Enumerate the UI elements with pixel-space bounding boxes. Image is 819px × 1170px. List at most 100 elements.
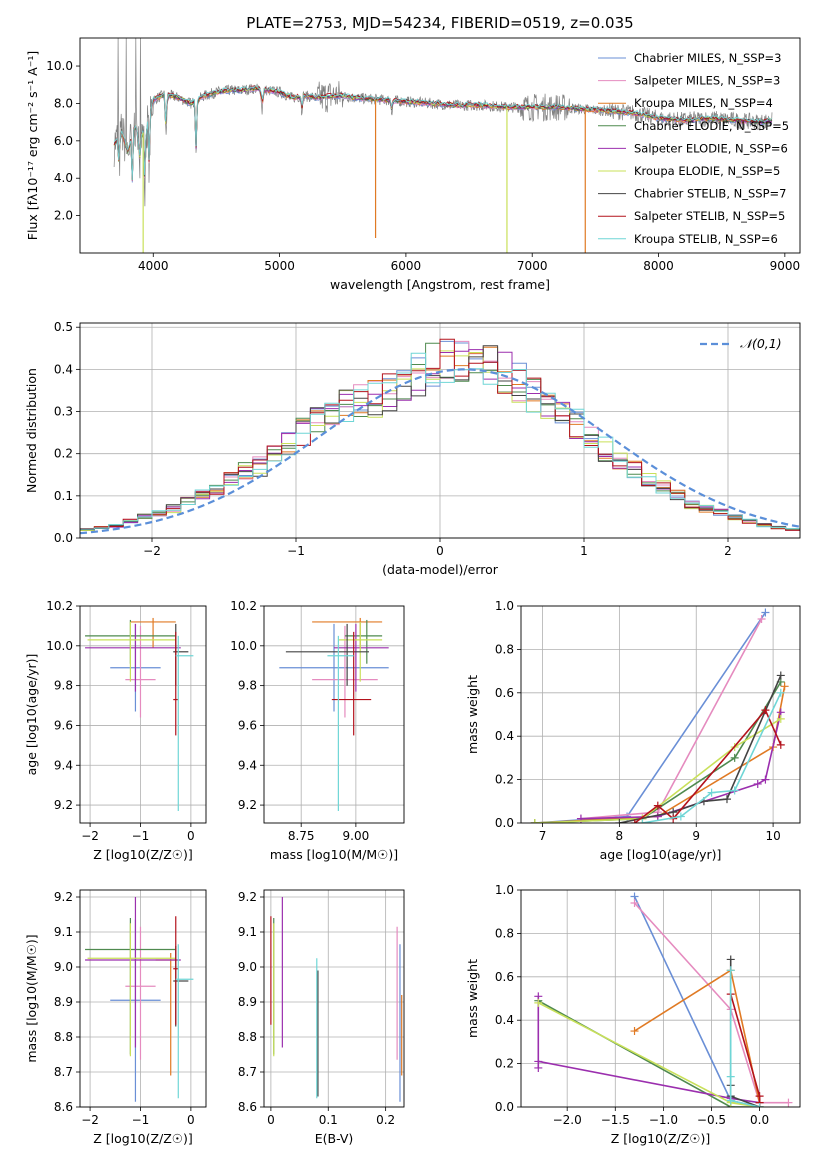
data-point-marker (776, 688, 785, 697)
y-tick-label: 8.8 (54, 1030, 73, 1044)
x-tick-label: 9 (692, 829, 700, 843)
plot-area (270, 897, 403, 1102)
x-axis-label: (data-model)/error (382, 562, 499, 577)
data-point-marker (726, 1072, 735, 1081)
data-point-marker (534, 1057, 543, 1066)
y-tick-label: 0.6 (495, 686, 514, 700)
y-axis-label: mass weight (465, 675, 480, 754)
axes-frame (79, 322, 801, 539)
data-point-marker (653, 801, 662, 810)
legend-entry: Chabrier ELODIE, N_SSP=5 (634, 119, 789, 133)
x-tick-label: 0 (436, 544, 444, 558)
data-point-marker (757, 615, 766, 624)
y-axis-label: mass [log10(M/M☉)] (24, 934, 39, 1062)
y-tick-label: 9.6 (238, 718, 257, 732)
data-point-marker (707, 788, 716, 797)
plot-area (113, 38, 773, 253)
legend-entry: 𝒩(0,1) (740, 336, 782, 351)
data-point-marker (761, 608, 770, 617)
data-point-marker (638, 819, 647, 823)
x-axis-label: mass [log10(M/M☉)] (270, 847, 398, 862)
y-tick-label: 8.6 (54, 1100, 73, 1114)
y-tick-label: 6.0 (54, 134, 73, 148)
plot-area (534, 892, 793, 1107)
data-point-marker (726, 955, 735, 964)
data-point-marker (780, 682, 789, 691)
y-tick-label: 8.0 (54, 96, 73, 110)
legend-entry: Kroupa STELIB, N_SSP=6 (634, 232, 778, 246)
axes-frame (520, 605, 801, 824)
legend-entry: Chabrier STELIB, N_SSP=7 (634, 187, 786, 201)
x-tick-label: 0 (187, 829, 195, 843)
x-tick-label: 8.75 (288, 829, 315, 843)
legend-entry: Salpeter STELIB, N_SSP=5 (634, 209, 785, 223)
x-tick-label: −1.0 (649, 1113, 678, 1127)
y-axis-label: Normed distribution (24, 368, 39, 493)
data-point-marker (534, 998, 543, 1007)
x-tick-label: 5000 (264, 259, 295, 273)
data-point-marker (784, 1098, 793, 1107)
legend-entry: Kroupa ELODIE, N_SSP=5 (634, 164, 780, 178)
x-axis-label: Z [log10(Z/Z☉)] (611, 1131, 711, 1146)
y-tick-label: 9.8 (54, 679, 73, 693)
x-tick-label: −2 (143, 544, 161, 558)
histogram-step-7 (80, 338, 800, 531)
series-line-8 (729, 970, 760, 1107)
spectrum-legend: Chabrier MILES, N_SSP=3 Salpeter MILES, N… (598, 51, 789, 246)
data-point-marker (776, 671, 785, 680)
plot-area (85, 897, 194, 1102)
legend-entry: Kroupa MILES, N_SSP=4 (634, 96, 773, 110)
x-tick-label: 0.1 (319, 1113, 338, 1127)
x-tick-label: −2 (81, 829, 99, 843)
data-point-marker (726, 966, 735, 975)
grid-lines (80, 890, 206, 1108)
y-axis-label: age [log10(age/yr)] (24, 654, 39, 776)
y-tick-label: 9.2 (54, 890, 73, 904)
axes-frame (520, 889, 801, 1108)
y-tick-label: 2.0 (54, 209, 73, 223)
x-tick-label: 0.0 (750, 1113, 769, 1127)
x-axis-label: E(B-V) (315, 1131, 354, 1146)
axis-group: 0 0.1 0.2 8.6 8.7 8.8 8.9 9.0 9.1 9.2 E(B-V) (238, 889, 405, 1146)
data-point-marker (776, 740, 785, 749)
data-point-marker (755, 1103, 764, 1107)
x-axis-label: wavelength [Angstrom, rest frame] (330, 277, 550, 292)
x-tick-label: 2 (724, 544, 732, 558)
x-tick-label: −1 (287, 544, 305, 558)
data-point-marker (776, 714, 785, 723)
axis-group: 8.75 9.00 9.2 9.4 9.6 9.8 10.0 10.2 mass [log10(… (230, 599, 405, 862)
y-tick-label: 10.0 (46, 59, 73, 73)
y-tick-label: 0.0 (54, 531, 73, 545)
y-tick-label: 0.6 (495, 970, 514, 984)
series-line-5 (534, 718, 782, 823)
x-tick-label: 6000 (391, 259, 422, 273)
axes-frame (263, 889, 405, 1108)
axis-group: −2.0 −1.5 −1.0 −0.5 0.0 0.0 0.2 0.4 0.6 0.8 1.0 Z [… (465, 883, 801, 1146)
data-point-marker (530, 819, 539, 823)
plot-area (279, 617, 389, 812)
x-tick-label: 4000 (138, 259, 169, 273)
data-point-marker (630, 819, 639, 823)
y-tick-label: 0.0 (495, 816, 514, 830)
data-point-marker (615, 819, 624, 823)
model-line-7 (113, 85, 773, 179)
plot-area (85, 617, 194, 812)
x-tick-label: −0.5 (697, 1113, 726, 1127)
axes-frame (263, 605, 405, 824)
data-point-marker (753, 779, 762, 788)
normal-curve (80, 368, 800, 535)
y-tick-label: 8.7 (54, 1065, 73, 1079)
data-point-marker (761, 706, 770, 715)
axis-group: −2 −1 0 1 2 0.0 0.1 0.2 0.3 0.4 0.5 (data-model)/er… (24, 320, 801, 577)
model-line-8 (113, 85, 773, 180)
y-tick-label: 9.6 (54, 718, 73, 732)
y-tick-label: 1.0 (495, 883, 514, 897)
y-axis-label: mass weight (465, 959, 480, 1038)
y-tick-label: 0.5 (54, 320, 73, 334)
x-axis-label: Z [log10(Z/Z☉)] (93, 1131, 193, 1146)
y-tick-label: 8.7 (238, 1065, 257, 1079)
y-tick-label: 9.1 (238, 925, 257, 939)
x-tick-label: −1 (132, 829, 150, 843)
